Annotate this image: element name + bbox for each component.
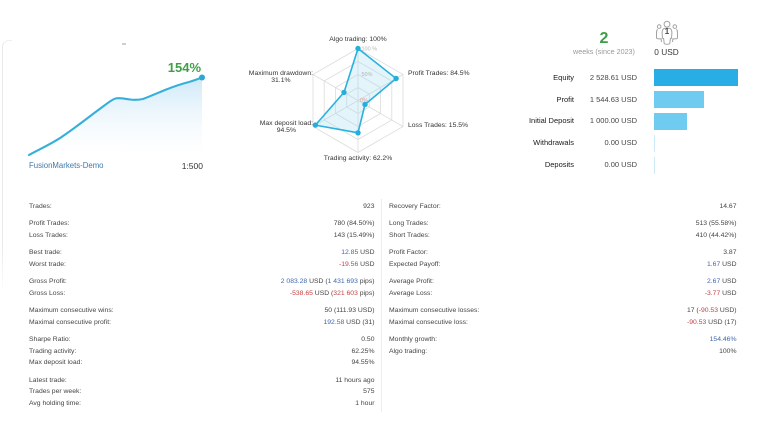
svg-text:100 %: 100 % [362, 47, 378, 53]
svg-text:0%: 0% [360, 98, 368, 104]
svg-text:50%: 50% [362, 72, 373, 78]
svg-text:1: 1 [664, 27, 669, 36]
